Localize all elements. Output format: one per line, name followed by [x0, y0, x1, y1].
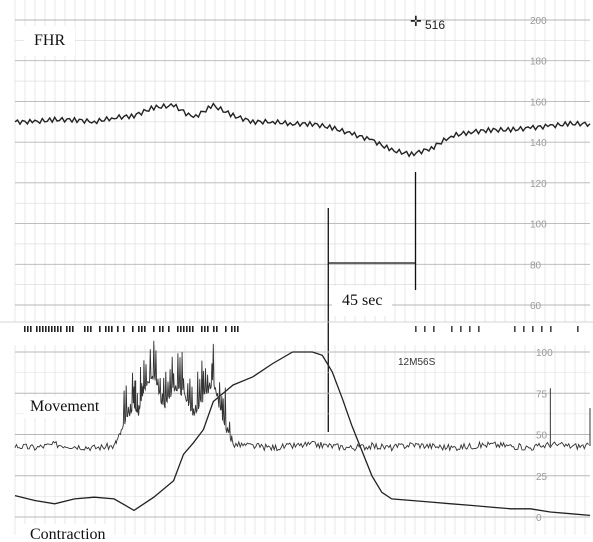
event-marker-tick	[84, 326, 86, 332]
event-marker-tick	[204, 326, 206, 332]
event-marker-tick	[478, 326, 480, 332]
event-marker-tick	[231, 326, 233, 332]
event-marker-tick	[54, 326, 56, 332]
event-marker-tick	[162, 326, 164, 332]
event-marker-tick	[30, 326, 32, 332]
event-marker-tick	[168, 326, 170, 332]
event-marker-tick	[105, 326, 107, 332]
event-marker-tick	[108, 326, 110, 332]
event-marker-tick	[111, 326, 113, 332]
event-marker-tick	[201, 326, 203, 332]
timestamp-label: 12M56S	[398, 357, 436, 368]
event-marker-tick	[45, 326, 47, 332]
fhr-tick-label: 120	[530, 179, 547, 190]
toco-tick-label: 25	[536, 472, 548, 483]
event-marker-tick	[469, 326, 471, 332]
event-marker-tick	[144, 326, 146, 332]
event-marker-tick	[39, 326, 41, 332]
contraction-trace	[14, 351, 591, 517]
fhr-tick-label: 60	[530, 301, 542, 312]
event-marker-tick	[180, 326, 182, 332]
fhr-tick-label: 200	[530, 16, 547, 27]
event-marker-tick	[424, 326, 426, 332]
event-marker-tick	[225, 326, 227, 332]
interval-label: 45 sec	[332, 286, 393, 316]
event-marker-tick	[186, 326, 188, 332]
event-marker-tick	[216, 326, 218, 332]
event-marker-tick	[207, 326, 209, 332]
event-marker-tick	[523, 326, 525, 332]
event-marker-tick	[183, 326, 185, 332]
event-marker-tick	[51, 326, 53, 332]
fhr-trace	[14, 102, 591, 158]
event-marker-tick	[123, 326, 125, 332]
toco-tick-label: 0	[536, 513, 542, 524]
event-marker-tick	[48, 326, 50, 332]
toco-tick-label: 75	[536, 389, 548, 400]
event-marker-tick	[141, 326, 143, 332]
event-marker-tick	[192, 326, 194, 332]
event-marker-tick	[451, 326, 453, 332]
event-marker-tick	[532, 326, 534, 332]
event-marker-tick	[138, 326, 140, 332]
toco-tick-label: 50	[536, 431, 548, 442]
event-marker-tick	[60, 326, 62, 332]
event-marker-tick	[99, 326, 101, 332]
event-marker-tick	[433, 326, 435, 332]
event-marker-tick	[541, 326, 543, 332]
event-marker-tick	[87, 326, 89, 332]
event-marker-tick	[189, 326, 191, 332]
event-marker-tick	[36, 326, 38, 332]
event-marker-tick	[69, 326, 71, 332]
crosshair-icon: ✛	[410, 13, 422, 29]
fhr-label: FHR	[24, 26, 76, 56]
event-marker-tick	[72, 326, 74, 332]
movement-trace	[14, 340, 589, 452]
event-marker-tick	[577, 326, 579, 332]
event-marker-tick	[237, 326, 239, 332]
toco-tick-label: 100	[536, 348, 553, 359]
fhr-tick-label: 180	[530, 57, 547, 68]
event-marker-tick	[42, 326, 44, 332]
event-marker-tick	[213, 326, 215, 332]
event-marker-tick	[90, 326, 92, 332]
event-marker-tick	[66, 326, 68, 332]
event-marker-tick	[514, 326, 516, 332]
fhr-tick-label: 160	[530, 97, 547, 108]
fhr-tick-label: 100	[530, 220, 547, 231]
movement-label: Movement	[24, 396, 106, 418]
contraction-label: Contraction	[24, 524, 112, 542]
event-marker-tick	[57, 326, 59, 332]
marker-number: 516	[425, 18, 446, 32]
event-marker-tick	[132, 326, 134, 332]
event-marker-tick	[24, 326, 26, 332]
event-marker-tick	[550, 326, 552, 332]
event-marker-tick	[153, 326, 155, 332]
event-marker-tick	[234, 326, 236, 332]
event-marker-tick	[27, 326, 29, 332]
event-marker-tick	[159, 326, 161, 332]
event-marker-tick	[117, 326, 119, 332]
event-marker-tick	[177, 326, 179, 332]
event-marker-tick	[415, 326, 417, 332]
event-marker-tick	[460, 326, 462, 332]
fhr-tick-label: 140	[530, 138, 547, 149]
fhr-tick-label: 80	[530, 260, 542, 271]
